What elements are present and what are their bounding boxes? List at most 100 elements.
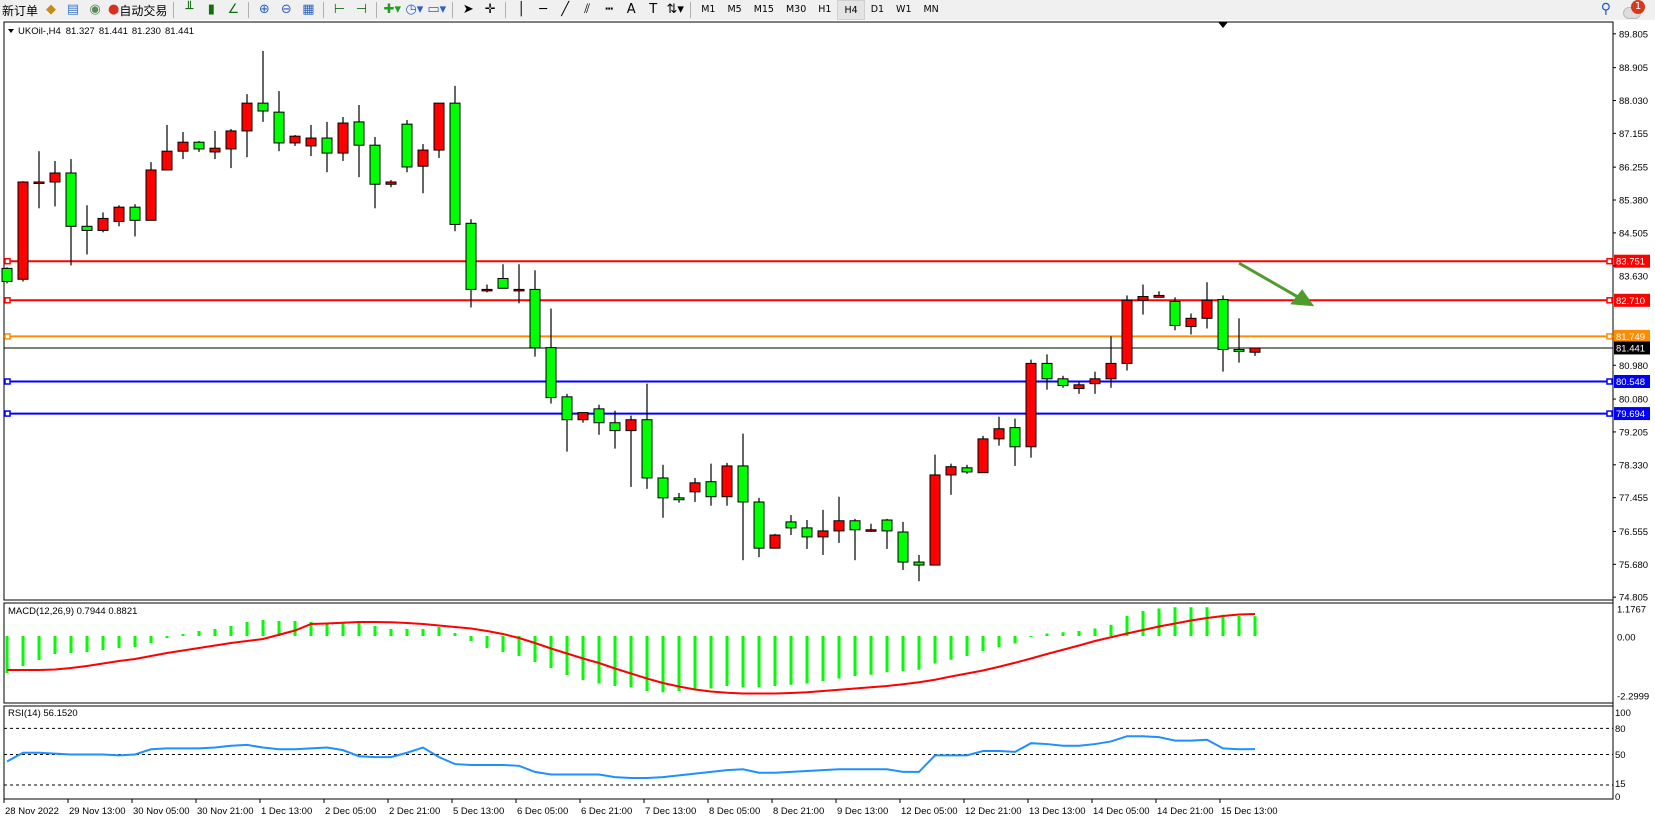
macd-tick-label: 0.00 <box>1617 633 1636 644</box>
timeframe-d1[interactable]: D1 <box>870 3 885 15</box>
price-tick-label: 80.080 <box>1619 395 1648 406</box>
timeframe-m1[interactable]: M1 <box>701 3 716 15</box>
candle-body <box>1153 294 1165 298</box>
macd-histogram-bar <box>421 629 425 636</box>
candle <box>209 130 221 160</box>
text-label-icon[interactable]: T <box>649 2 658 17</box>
macd-histogram-bar <box>709 636 713 689</box>
search-icon[interactable]: ⚲ <box>1600 1 1611 17</box>
candle <box>833 496 845 543</box>
timeframe-mn[interactable]: MN <box>923 3 939 15</box>
candle <box>1105 336 1117 388</box>
candle <box>337 117 349 161</box>
line-handle-left[interactable] <box>4 410 11 417</box>
periods-icon[interactable]: ◷▾ <box>405 2 424 17</box>
candle-body <box>641 419 653 479</box>
macd-histogram-bar <box>693 636 697 690</box>
chart-shift-marker-icon[interactable] <box>1218 22 1228 28</box>
cursor-icon[interactable]: ➤ <box>462 2 474 17</box>
line-handle-right[interactable] <box>1606 410 1613 417</box>
macd-histogram-bar <box>805 636 809 684</box>
candle <box>545 308 557 404</box>
candle-body <box>337 122 349 154</box>
auto-trading-button[interactable]: ● 自动交易 <box>106 1 169 19</box>
navigator-icon[interactable]: ▤ <box>66 2 80 17</box>
notifications-button[interactable]: 1 <box>1621 0 1651 20</box>
text-icon[interactable]: A <box>626 2 636 17</box>
candle-body <box>673 497 685 501</box>
vertical-line-icon[interactable]: │ <box>517 2 526 17</box>
macd-histogram-bar <box>37 636 41 660</box>
candle-body <box>721 465 733 498</box>
indicators-icon[interactable]: ✚▾ <box>383 2 402 17</box>
macd-histogram-bar <box>229 626 233 636</box>
line-chart-icon[interactable]: ∠ <box>227 2 240 17</box>
timeframe-m30[interactable]: M30 <box>785 3 807 15</box>
rsi-line <box>6 735 1256 779</box>
horizontal-line-icon[interactable]: ─ <box>539 2 548 17</box>
candle <box>257 50 269 122</box>
candle <box>529 270 541 357</box>
candle-body <box>161 150 173 171</box>
candle <box>193 141 205 152</box>
trend-arrow-head-icon[interactable] <box>1290 289 1315 307</box>
candle-body <box>465 222 477 290</box>
dropdown-triangle-icon[interactable] <box>8 29 14 33</box>
fibonacci-icon[interactable]: ⫽ <box>584 2 591 17</box>
timeframe-h1[interactable]: H1 <box>818 3 832 15</box>
crosshair-icon[interactable]: ✛ <box>484 2 496 17</box>
candle <box>817 509 829 555</box>
macd-histogram-bar <box>133 636 137 647</box>
timeframe-w1[interactable]: W1 <box>896 3 912 15</box>
candle <box>497 264 509 289</box>
price-line-label: 81.749 <box>1616 332 1645 343</box>
rsi-tick-label: 15 <box>1615 779 1626 790</box>
line-handle-right[interactable] <box>1606 257 1613 265</box>
timeframe-m5[interactable]: M5 <box>727 3 742 15</box>
new-order-button[interactable]: 新订单 <box>0 1 40 19</box>
separator <box>452 2 454 18</box>
macd-histogram-bar <box>469 636 473 641</box>
timeframe-h4[interactable]: H4 <box>837 0 865 20</box>
arrows-icon[interactable]: ⇅▾ <box>666 2 684 17</box>
price-tick-label: 74.805 <box>1619 593 1648 604</box>
candle <box>1073 381 1085 394</box>
bar-chart-icon[interactable]: ╨ <box>185 2 194 17</box>
templates-icon[interactable]: ▭▾ <box>427 2 447 17</box>
candle-body <box>929 474 941 566</box>
chart-shift-icon[interactable]: ⊢ <box>333 2 346 17</box>
zoom-in-icon[interactable]: ⊕ <box>258 2 270 17</box>
metaeditor-icon[interactable]: ◆ <box>46 2 57 17</box>
macd-histogram-bar <box>885 636 889 673</box>
line-handle-left[interactable] <box>4 257 11 265</box>
tile-windows-icon[interactable]: ▦ <box>302 2 315 17</box>
macd-histogram-bar <box>725 636 729 686</box>
candle <box>481 284 493 293</box>
line-handle-left[interactable] <box>4 297 11 304</box>
macd-histogram-bar <box>1157 608 1161 636</box>
candle-body <box>353 121 365 146</box>
trend-arrow-shaft[interactable] <box>1238 261 1301 300</box>
line-handle-left[interactable] <box>4 333 11 340</box>
line-handle-left[interactable] <box>4 378 11 385</box>
separator <box>248 2 250 18</box>
macd-histogram-bar <box>453 633 457 636</box>
trendline-icon[interactable]: ╱ <box>561 2 570 17</box>
candlestick-icon[interactable]: ▮ <box>207 2 215 17</box>
timeframe-m15[interactable]: M15 <box>753 3 774 15</box>
candle <box>1233 318 1245 363</box>
macd-histogram-bar <box>69 636 73 653</box>
autoscroll-icon[interactable]: ⊣ <box>355 2 368 17</box>
macd-histogram-bar <box>357 623 361 636</box>
candle-body <box>273 111 285 144</box>
macd-histogram-bar <box>661 636 665 693</box>
signals-icon[interactable]: ◉ <box>89 2 101 17</box>
line-handle-right[interactable] <box>1606 297 1613 304</box>
price-tick-label: 79.205 <box>1619 427 1648 438</box>
fibo-fan-icon[interactable]: ┅ <box>605 2 614 17</box>
candle-body <box>289 135 301 144</box>
line-handle-right[interactable] <box>1606 378 1613 385</box>
line-handle-right[interactable] <box>1606 333 1613 340</box>
zoom-out-icon[interactable]: ⊖ <box>280 2 292 17</box>
